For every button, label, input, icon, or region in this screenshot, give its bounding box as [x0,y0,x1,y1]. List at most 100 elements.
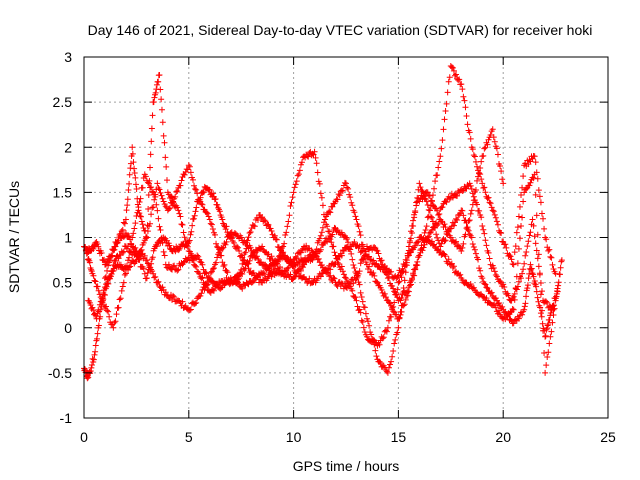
data-point-interp [484,285,491,292]
data-point-interp [485,136,492,143]
data-point-interp [349,256,356,263]
data-point-interp [470,284,477,291]
data-point-interp [92,278,99,285]
data-point-interp [199,261,206,268]
data-point-interp [358,293,365,300]
data-point-interp [470,197,477,204]
data-point-interp [441,221,448,228]
data-point-interp [347,280,354,287]
data-point-interp [238,266,245,273]
data-point-interp [538,307,545,314]
data-point-interp [197,194,204,201]
data-point-interp [470,152,477,159]
data-point-interp [327,266,334,273]
data-point-interp [109,267,116,274]
data-point-interp [520,266,527,273]
data-point-interp [546,340,553,347]
data-point-interp [212,195,219,202]
data-point-interp [362,310,369,317]
data-point-interp [481,184,488,191]
data-point-interp [170,198,177,205]
data-point-interp [258,215,265,222]
data-point-interp [289,194,296,201]
data-point [527,261,534,268]
data-point-interp [259,214,266,221]
data-point-interp [210,265,217,272]
data-point [489,126,496,133]
data-point-interp [139,221,146,228]
data-point-interp [317,232,324,239]
data-point-interp [147,151,154,158]
data-point-interp [379,261,386,268]
y-tick-label: 1 [64,230,72,246]
data-point-interp [432,178,439,185]
data-point-interp [177,182,184,189]
data-point-interp [230,239,237,246]
data-point-interp [166,205,173,212]
data-point-interp [282,231,289,238]
data-point-interp [413,261,420,268]
data-point-interp [316,180,323,187]
data-point-interp [86,259,93,266]
data-point-interp [221,222,228,229]
data-point-interp [131,169,138,176]
data-point-interp [481,230,488,237]
data-point-interp [460,212,467,219]
data-point-interp [346,191,353,198]
data-point-interp [515,245,522,252]
data-point-interp [339,187,346,194]
data-point [143,234,150,241]
data-point [458,248,465,255]
data-point-interp [370,269,377,276]
data-point [435,211,442,218]
data-point-interp [200,189,207,196]
data-point-interp [522,252,529,259]
data-point-interp [268,227,275,234]
data-point-interp [153,201,160,208]
data-point-interp [157,227,164,234]
data-point-interp [510,293,517,300]
data-point-interp [434,172,441,179]
data-point-interp [177,213,184,220]
data-point-interp [94,330,101,337]
data-point-interp [413,202,420,209]
data-point-interp [320,240,327,247]
x-axis-label: GPS time / hours [293,458,400,474]
data-point-interp [531,278,538,285]
data-point-interp [520,173,527,180]
data-point-interp [165,261,172,268]
data-point-interp [153,81,160,88]
data-point-interp [377,257,384,264]
data-point [353,216,360,223]
data-point-interp [509,294,516,301]
data-point-interp [268,253,275,260]
data-point-interp [545,321,552,328]
data-point-interp [213,240,220,247]
data-point-interp [494,151,501,158]
data-point-interp [139,184,146,191]
data-point-interp [129,150,136,157]
data-point-interp [198,275,205,282]
data-point-interp [187,231,194,238]
data-point-interp [117,261,124,268]
data-point-interp [121,271,128,278]
data-point-interp [388,268,395,275]
data-point-interp [234,243,241,250]
data-point-interp [149,188,156,195]
data-point [558,257,565,264]
data-point-interp [111,243,118,250]
data-point-interp [338,280,345,287]
data-point-interp [348,199,355,206]
data-point-interp [296,167,303,174]
data-point-interp [122,270,129,277]
data-point-interp [478,158,485,165]
data-point-interp [187,306,194,313]
data-point-interp [310,151,317,158]
data-point-interp [340,271,347,278]
data-point-interp [404,288,411,295]
data-point-interp [338,252,345,259]
data-point-interp [110,262,117,269]
data-point-interp [218,284,225,291]
x-tick-label: 25 [600,429,616,445]
data-point-interp [365,318,372,325]
